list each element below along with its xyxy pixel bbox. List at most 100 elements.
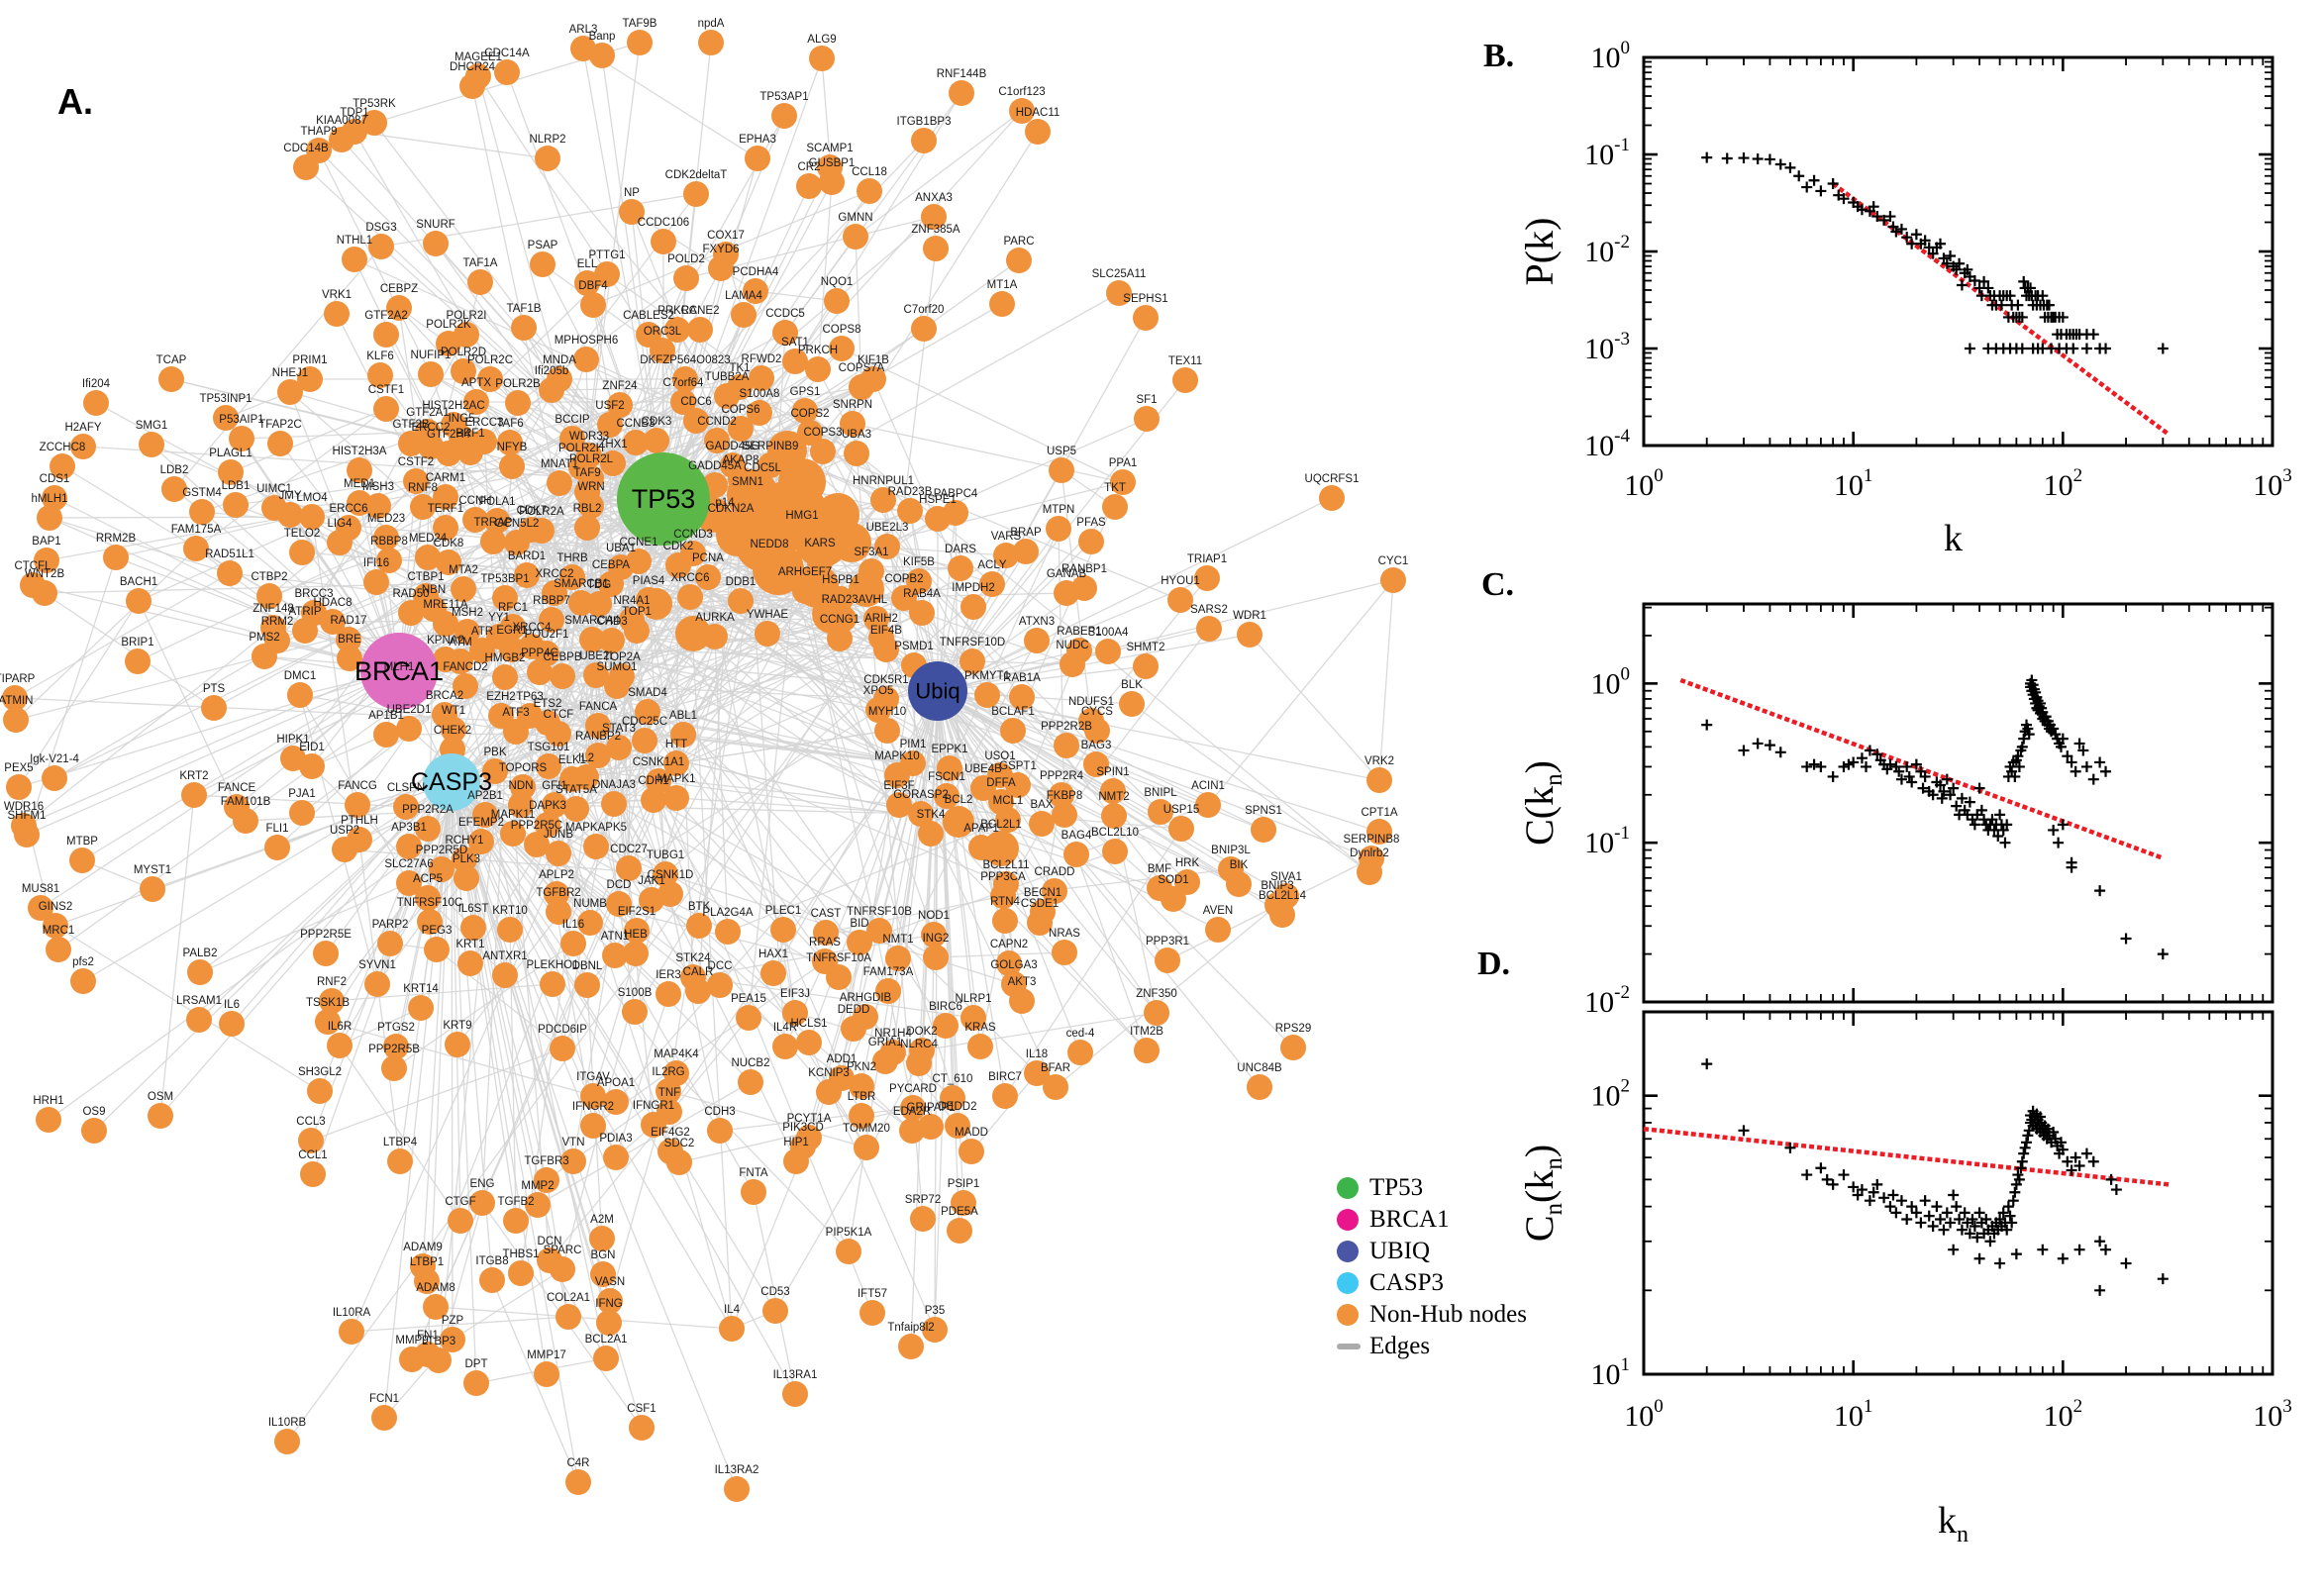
gene-node	[469, 1190, 495, 1216]
gene-node-label: TOPORS	[499, 762, 548, 774]
hub-label-ubiq: Ubiq	[915, 679, 960, 704]
gene-node	[1100, 778, 1126, 804]
gene-node-label: C4R	[566, 1457, 589, 1469]
gene-node	[580, 292, 606, 318]
data-point	[2057, 819, 2069, 831]
gene-node	[743, 278, 768, 304]
data-point	[2055, 741, 2067, 752]
gene-node-label: CDKN2A	[708, 503, 755, 515]
data-point	[2019, 1142, 2031, 1153]
gene-node	[792, 578, 818, 604]
data-point	[2094, 1284, 2106, 1296]
gene-node-label: PLEC1	[765, 905, 801, 917]
gene-node	[590, 1261, 616, 1287]
gene-node-label: TKT	[1104, 482, 1126, 494]
gene-node-label: PIAS4	[633, 575, 665, 587]
gene-node-label: GPS1	[790, 386, 821, 398]
gene-node	[782, 1381, 808, 1407]
gene-node-label: GSPT1	[999, 760, 1037, 772]
data-point	[1956, 1224, 1968, 1236]
gene-node-label: CTBP2	[251, 571, 287, 583]
gene-node	[181, 782, 207, 808]
gene-node-label: CEBPZ	[380, 283, 418, 295]
gene-node-label: MLH1	[384, 661, 415, 673]
legend-label: TP53	[1369, 1174, 1424, 1201]
gene-node	[577, 910, 603, 936]
gene-node	[187, 959, 213, 985]
gene-node	[365, 493, 391, 519]
gene-node	[463, 389, 489, 415]
gene-node-label: FN1	[417, 1330, 439, 1342]
gene-node	[683, 181, 709, 207]
gene-node-label: RRM2B	[96, 533, 137, 545]
gene-node-label: TAF9	[573, 467, 600, 479]
gene-node	[1060, 651, 1085, 677]
gene-node-label: CSF1	[627, 1403, 656, 1415]
gene-node-label: USP2	[330, 825, 359, 837]
gene-node	[1009, 684, 1035, 710]
data-point	[1764, 740, 1775, 751]
gene-node	[758, 452, 783, 478]
data-point	[2012, 1169, 2024, 1181]
core-node	[675, 616, 711, 651]
gene-node	[440, 1327, 465, 1352]
gene-node-label: H2AFY	[64, 422, 101, 434]
data-point	[1992, 831, 2004, 843]
gene-node-label: MMP9	[395, 1335, 428, 1347]
gene-node	[745, 146, 770, 171]
gene-node	[847, 930, 872, 955]
gene-node-label: TP53INP1	[199, 393, 252, 405]
gene-node-label: CR2	[797, 161, 820, 173]
gene-node-label: CHD3	[596, 616, 627, 628]
gene-node	[1319, 485, 1345, 511]
gene-node-label: PBK	[483, 747, 506, 758]
gene-node-label: IMPDH2	[952, 582, 994, 594]
legend-item-tp53: TP53	[1337, 1172, 1527, 1204]
gene-node	[959, 1139, 984, 1164]
gene-node	[857, 178, 882, 204]
gene-node	[594, 261, 620, 287]
data-point	[2057, 733, 2069, 745]
svg-text:10-2: 10-2	[1584, 232, 1630, 268]
gene-node	[673, 265, 699, 291]
data-point	[1752, 738, 1764, 749]
gene-node-label: RPS29	[1275, 1023, 1311, 1035]
gene-node-label: UBE2D1	[387, 704, 432, 716]
gene-node-label: C7orf20	[904, 304, 945, 316]
gene-node-label: SMN1	[732, 476, 763, 488]
gene-node	[636, 587, 661, 613]
gene-node-label: NLRP1	[955, 993, 991, 1005]
gene-node-label: DNAJA3	[592, 779, 636, 791]
gene-node-label: BMF	[1148, 863, 1171, 875]
gene-node	[337, 646, 362, 671]
gene-node-label: VASN	[595, 1276, 625, 1288]
gene-node-label: FAM175A	[171, 524, 222, 536]
gene-node	[297, 366, 323, 392]
gene-node	[1148, 799, 1173, 825]
gene-node	[933, 1013, 959, 1039]
gene-node-label: WDR16	[4, 801, 44, 813]
data-point	[1948, 1189, 1960, 1201]
gene-node-label: IER3	[656, 969, 681, 981]
gene-node-label: PYCARD	[889, 1083, 937, 1095]
data-point	[2048, 1126, 2060, 1138]
data-point	[1988, 824, 2000, 836]
gene-node	[383, 1034, 409, 1059]
gene-node-label: PDCD6IP	[538, 1024, 587, 1036]
gene-node-label: PPP3CA	[980, 871, 1026, 883]
gene-node-label: APOA1	[597, 1077, 635, 1089]
data-point	[2066, 1164, 2077, 1176]
gene-node	[492, 962, 518, 988]
gene-node	[1269, 902, 1295, 928]
gene-node	[1280, 1035, 1306, 1060]
gene-node	[381, 1055, 407, 1081]
gene-node-label: ATN1	[601, 931, 630, 943]
data-point	[1910, 229, 1922, 241]
gene-node-label: KARS	[804, 538, 836, 549]
gene-node-label: PTTG1	[588, 249, 625, 261]
gene-node-label: ARL3	[569, 24, 598, 36]
data-point	[1901, 1214, 1913, 1225]
data-point	[1919, 770, 1931, 782]
gene-node	[396, 834, 422, 859]
data-point	[1801, 1169, 1813, 1181]
